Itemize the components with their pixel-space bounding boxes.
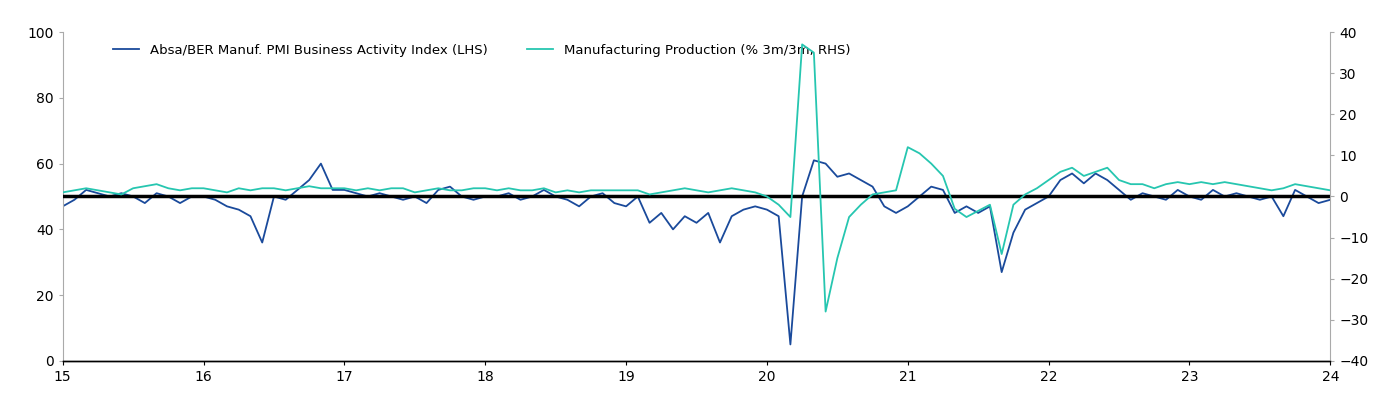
Absa/BER Manuf. PMI Business Activity Index (LHS) [805,158,822,163]
Manufacturing Production (% 3m/3m, RHS) [1041,178,1057,182]
Line: Manufacturing Production (% 3m/3m, RHS): Manufacturing Production (% 3m/3m, RHS) [63,45,1393,312]
Legend: Absa/BER Manuf. PMI Business Activity Index (LHS), Manufacturing Production (% 3: Absa/BER Manuf. PMI Business Activity In… [107,38,855,62]
Absa/BER Manuf. PMI Business Activity Index (LHS) [781,342,798,347]
Manufacturing Production (% 3m/3m, RHS) [818,309,834,314]
Line: Absa/BER Manuf. PMI Business Activity Index (LHS): Absa/BER Manuf. PMI Business Activity In… [63,160,1393,344]
Absa/BER Manuf. PMI Business Activity Index (LHS) [54,204,71,209]
Manufacturing Production (% 3m/3m, RHS) [794,42,811,47]
Manufacturing Production (% 3m/3m, RHS) [54,190,71,195]
Absa/BER Manuf. PMI Business Activity Index (LHS) [348,191,365,196]
Manufacturing Production (% 3m/3m, RHS) [430,186,447,191]
Absa/BER Manuf. PMI Business Activity Index (LHS) [1041,194,1057,199]
Absa/BER Manuf. PMI Business Activity Index (LHS) [853,178,869,182]
Absa/BER Manuf. PMI Business Activity Index (LHS) [430,188,447,192]
Manufacturing Production (% 3m/3m, RHS) [853,202,869,207]
Manufacturing Production (% 3m/3m, RHS) [348,188,365,193]
Manufacturing Production (% 3m/3m, RHS) [1181,182,1198,186]
Absa/BER Manuf. PMI Business Activity Index (LHS) [1181,194,1198,199]
